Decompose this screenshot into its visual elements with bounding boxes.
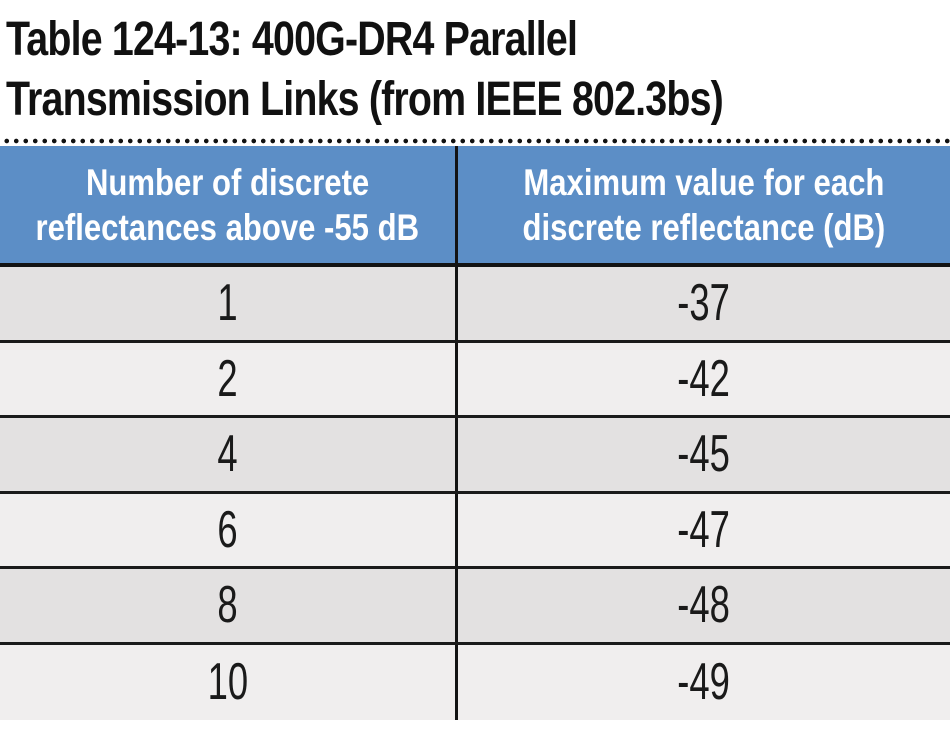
table-row: 4 -45 [0,418,950,494]
table-title-line-1: Table 124-13: 400G-DR4 Parallel [6,13,578,66]
cell-value: -45 [677,425,731,484]
cell-value: 6 [217,500,238,559]
table-row: 1 -37 [0,267,950,343]
cell-count: 4 [0,418,455,491]
cell-max: -37 [455,267,950,340]
cell-count: 6 [0,494,455,567]
header-col1-line-2: reflectances above -55 dB [35,206,420,248]
table-header-row: Number of discrete reflectances above -5… [0,146,950,267]
cell-value: 1 [217,274,238,333]
cell-max: -48 [455,569,950,642]
header-col2-line-2: discrete reflectance (dB) [522,206,886,248]
cell-value: -42 [677,349,731,408]
table-row: 8 -48 [0,569,950,645]
cell-max: -45 [455,418,950,491]
header-col2-line-1: Maximum value for each [523,161,885,203]
cell-value: -49 [677,653,731,712]
table-row: 10 -49 [0,644,950,721]
cell-max: -49 [455,644,950,720]
header-cell-reflectance-count: Number of discrete reflectances above -5… [0,146,455,263]
reflectance-table: Number of discrete reflectances above -5… [0,146,950,720]
cell-count: 10 [0,645,455,721]
cell-value: 8 [217,576,238,635]
table-title: Table 124-13: 400G-DR4 Parallel Transmis… [0,0,950,130]
dotted-divider [0,137,950,145]
header-col1-line-1: Number of discrete [85,161,370,203]
cell-count: 8 [0,569,455,642]
cell-max: -42 [455,342,950,415]
cell-value: 4 [217,425,238,484]
cell-count: 1 [0,267,455,340]
cell-value: 2 [217,349,238,408]
table-row: 6 -47 [0,493,950,569]
cell-value: -47 [677,500,731,559]
cell-count: 2 [0,343,455,416]
cell-value: -37 [677,274,731,333]
table-title-line-2: Transmission Links (from IEEE 802.3bs) [6,73,724,126]
header-cell-max-value: Maximum value for each discrete reflecta… [455,146,950,263]
cell-max: -47 [455,493,950,566]
cell-value: -48 [677,576,731,635]
table-row: 2 -42 [0,342,950,418]
cell-value: 10 [207,653,248,712]
